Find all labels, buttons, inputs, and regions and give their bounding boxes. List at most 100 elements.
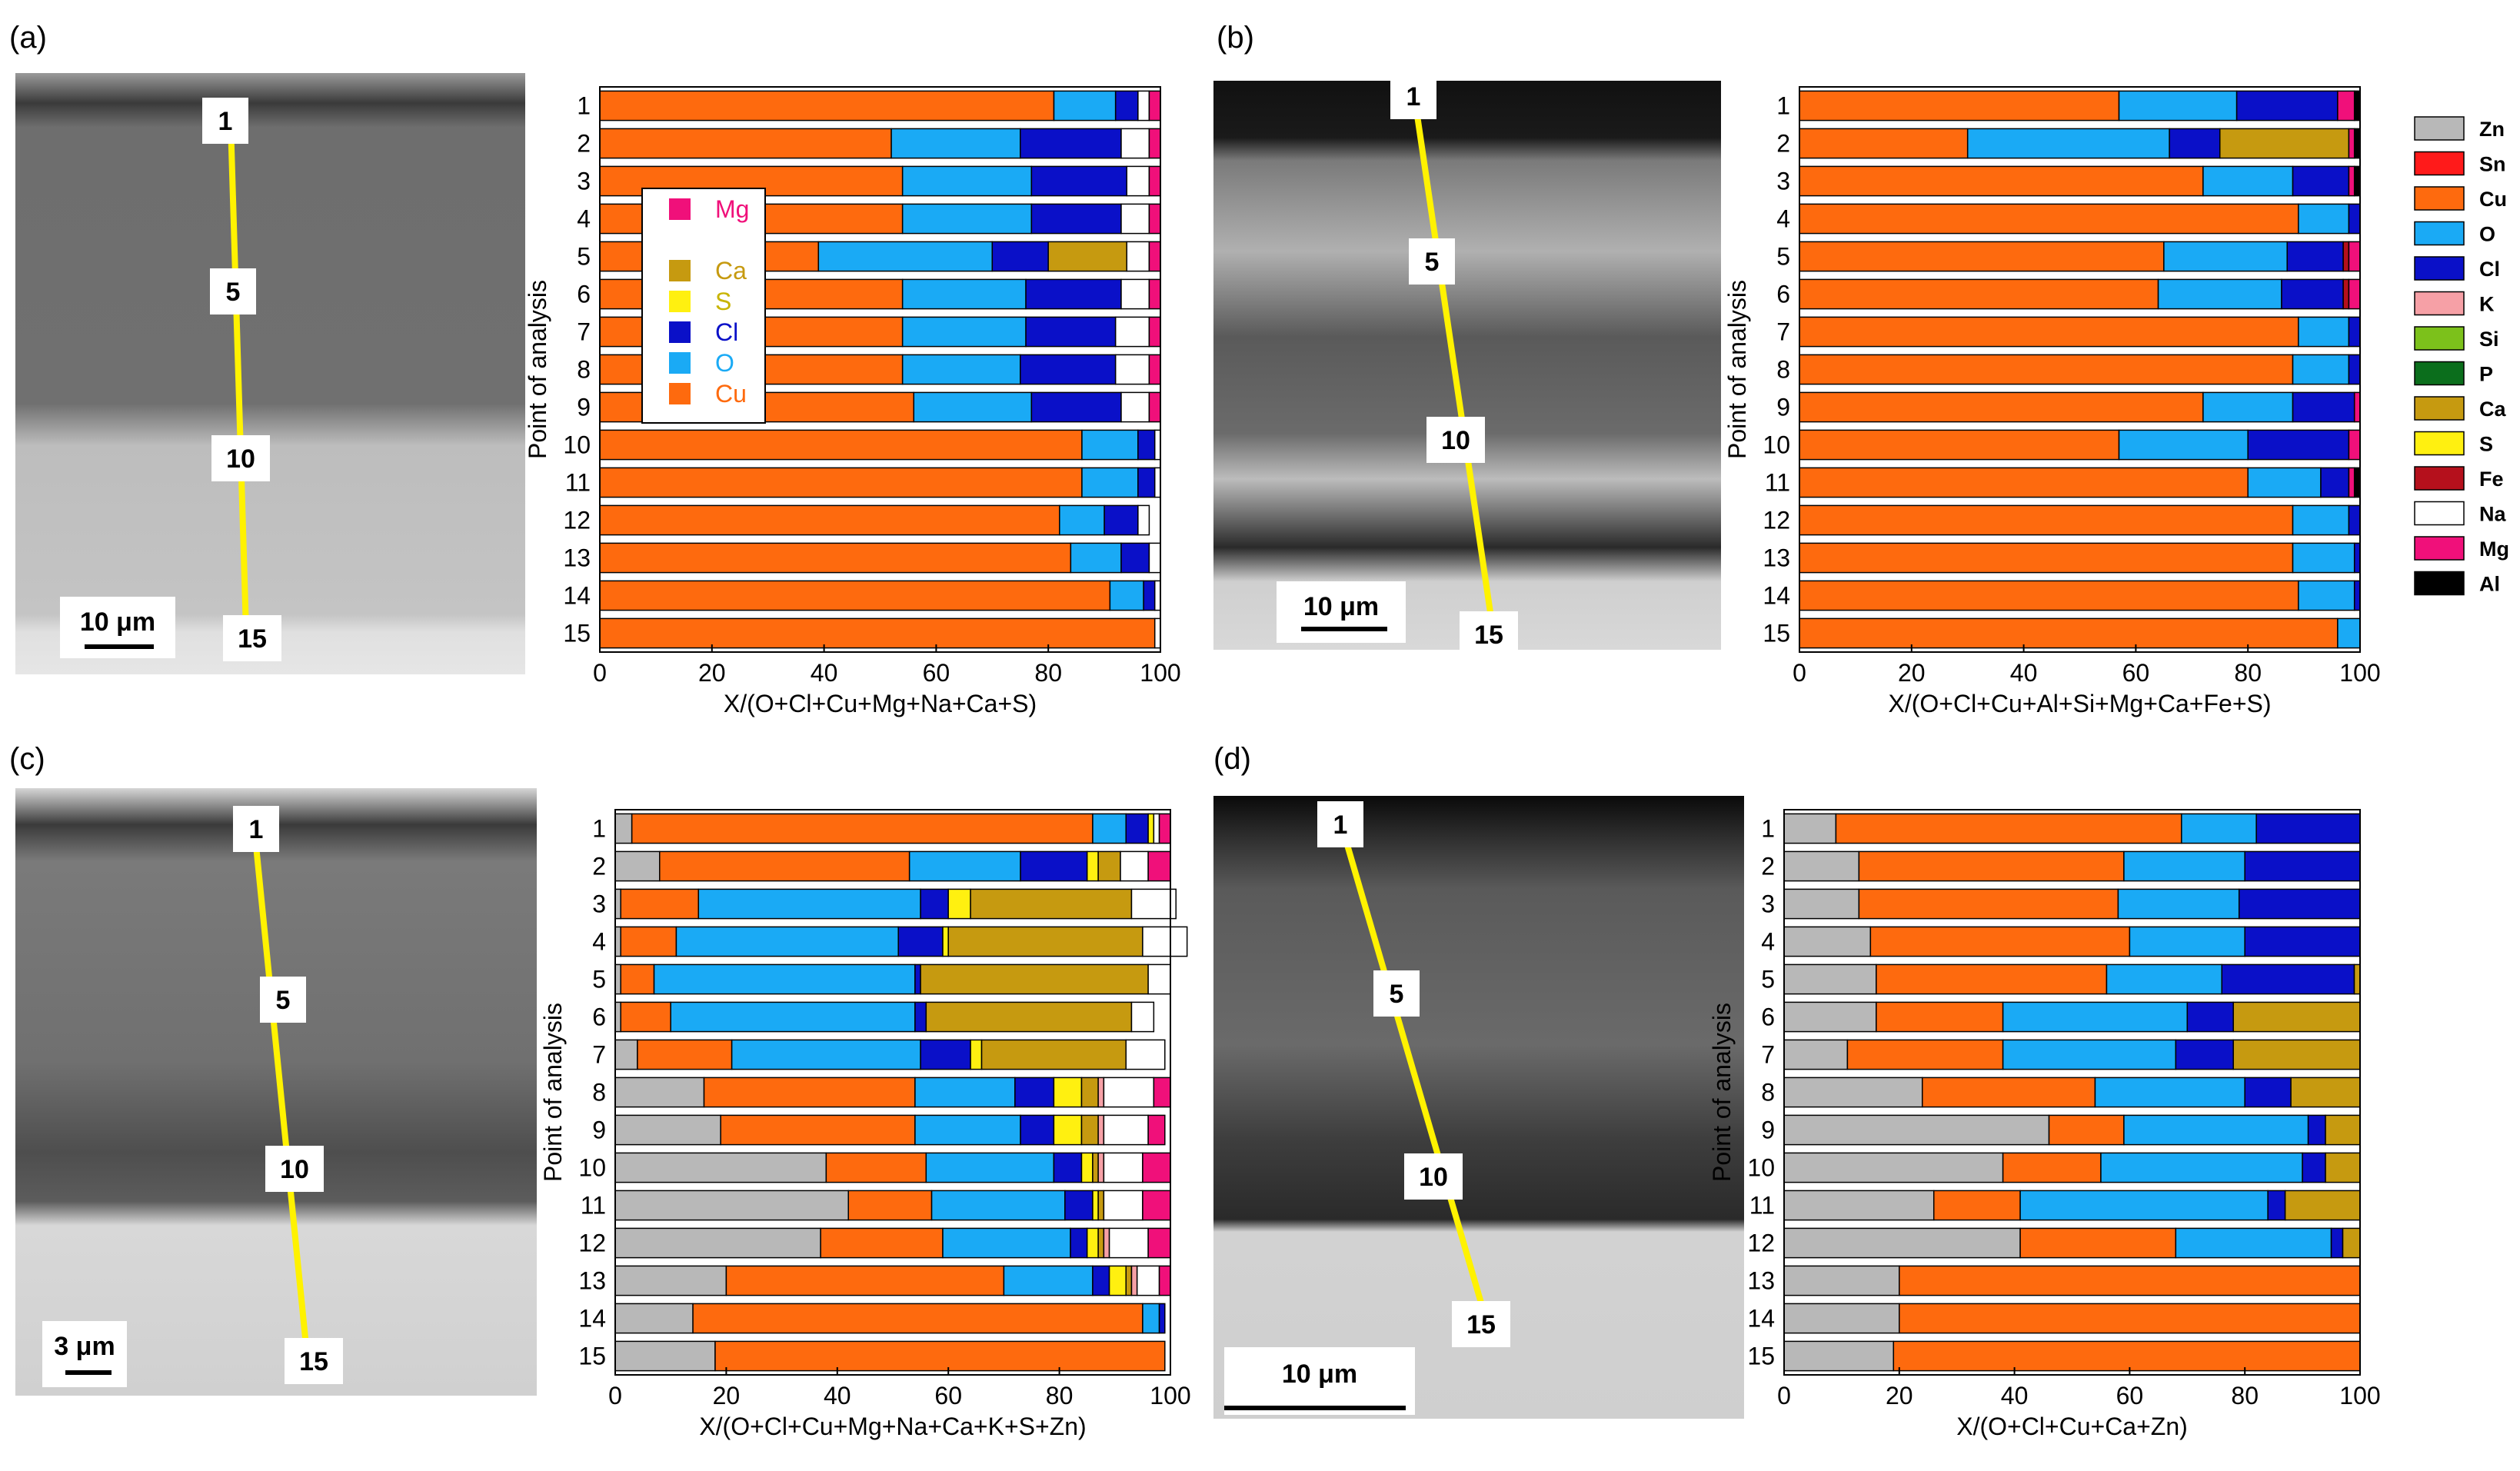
category-label: 8 — [1761, 1079, 1775, 1107]
bar-0-14-Cl — [1143, 580, 1156, 611]
category-label: 15 — [578, 1343, 606, 1370]
bar-2-12-S — [1086, 1227, 1099, 1259]
bar-0-11-Cl — [1137, 467, 1156, 498]
bar-0-6-Mg — [1148, 278, 1161, 310]
bar-2-15-Cu — [714, 1340, 1166, 1372]
bar-1-7-Cu — [1799, 316, 2299, 348]
category-label: 13 — [578, 1267, 606, 1295]
bar-1-1-Al — [2353, 90, 2361, 121]
point-label-a-10: 10 — [211, 435, 270, 481]
bar-3-10-Ca — [2325, 1152, 2361, 1183]
bar-2-9-Cl — [1020, 1114, 1055, 1146]
x-tick-label: 60 — [2116, 1382, 2144, 1409]
bar-3-6-Cu — [1876, 1001, 2004, 1033]
x-tick-label: 80 — [2234, 659, 2262, 687]
bar-3-2-Zn — [1783, 850, 1860, 882]
panel-c-micrograph: (c) 1 5 10 15 3 μm — [9, 742, 537, 1396]
bar-0-9-Cl — [1030, 391, 1122, 423]
point-label-c-5: 5 — [260, 977, 306, 1023]
bar-1-10-Mg — [2348, 429, 2361, 461]
category-label: 1 — [592, 815, 606, 843]
point-label-d-10: 10 — [1404, 1153, 1463, 1200]
bar-1-3-Al — [2353, 165, 2361, 197]
category-label: 14 — [578, 1305, 606, 1333]
inset-legend-swatch-Cl — [669, 321, 691, 343]
bar-2-2-Ca — [1097, 850, 1121, 882]
category-label: 5 — [1761, 966, 1775, 993]
plot-frame — [614, 809, 1171, 1376]
bar-3-14-Cu — [1899, 1303, 2361, 1334]
bar-2-5-Na — [1147, 963, 1171, 995]
category-label: 7 — [592, 1041, 606, 1069]
bar-2-3-Cu — [620, 888, 700, 920]
category-label: 8 — [577, 356, 591, 384]
bar-1-7-Cl — [2348, 316, 2361, 348]
category-label: 6 — [577, 281, 591, 308]
bar-0-2-Na — [1120, 128, 1150, 159]
x-axis-label: X/(O+Cl+Cu+Mg+Na+Ca+S) — [724, 690, 1037, 717]
bar-0-11-Na — [1153, 467, 1161, 498]
bar-3-6-Ca — [2232, 1001, 2361, 1033]
bar-0-3-Mg — [1148, 165, 1161, 197]
bar-2-5-Zn — [614, 963, 621, 995]
inset-legend-frame — [641, 188, 766, 424]
legend-label-Ca: Ca — [2479, 398, 2506, 421]
bar-0-6-O — [901, 278, 1027, 310]
bar-2-4-O — [675, 926, 899, 957]
bar-2-8-Zn — [614, 1077, 705, 1108]
bar-0-12-O — [1059, 504, 1105, 536]
x-tick-label: 60 — [923, 659, 950, 687]
panel-b-letter: (b) — [1217, 21, 1254, 55]
legend-swatch-Sn — [2414, 151, 2465, 176]
bar-2-8-K — [1097, 1077, 1105, 1108]
category-label: 13 — [563, 544, 591, 572]
bar-1-9-Cl — [2292, 391, 2355, 423]
bar-3-1-Cu — [1835, 813, 2182, 844]
x-tick-label: 20 — [698, 659, 726, 687]
bar-2-13-Na — [1136, 1265, 1160, 1296]
bar-0-13-Cu — [599, 542, 1072, 574]
bar-2-3-Ca — [970, 888, 1133, 920]
bar-2-15-Zn — [614, 1340, 716, 1372]
bar-2-7-Ca — [980, 1039, 1127, 1070]
bar-1-15-Cu — [1799, 617, 2339, 649]
panel-d-micrograph: (d) 1 5 10 15 10 μm — [1213, 742, 1744, 1419]
bar-1-15-O — [2337, 617, 2361, 649]
bar-2-7-Cl — [920, 1039, 971, 1070]
x-tick-label: 0 — [1793, 659, 1806, 687]
bar-2-2-Mg — [1147, 850, 1171, 882]
element-legend: Zn Sn Cu O Cl K Si P Ca S Fe Na Mg Al — [2414, 116, 2509, 596]
inset-legend-label: Mg — [715, 195, 749, 223]
x-axis-label: X/(O+Cl+Cu+Ca+Zn) — [1956, 1413, 2188, 1440]
point-label-c-10: 10 — [265, 1146, 324, 1192]
bar-1-2-Al — [2353, 128, 2361, 159]
bar-0-3-Na — [1126, 165, 1150, 197]
category-label: 1 — [577, 92, 591, 120]
bar-2-13-Cl — [1092, 1265, 1110, 1296]
sem-image-c — [15, 788, 537, 1396]
bar-0-5-O — [817, 241, 994, 272]
legend-label-Sn: Sn — [2479, 153, 2506, 176]
bar-2-2-Na — [1120, 850, 1149, 882]
bar-0-10-Cl — [1137, 429, 1156, 461]
svg-text:15: 15 — [238, 624, 267, 654]
bar-3-9-O — [2123, 1114, 2309, 1146]
point-label-b-15: 15 — [1460, 611, 1518, 657]
svg-text:10 μm: 10 μm — [1303, 592, 1379, 621]
bar-2-9-Ca — [1080, 1114, 1099, 1146]
bar-1-11-Cl — [2320, 467, 2350, 498]
bar-0-10-Cu — [599, 429, 1083, 461]
category-label: 11 — [1749, 1192, 1775, 1220]
category-label: 1 — [1761, 815, 1775, 843]
bar-1-5-Cl — [2286, 241, 2344, 272]
point-label-b-10: 10 — [1426, 417, 1485, 463]
category-label: 6 — [592, 1003, 606, 1031]
y-axis-label: Point of analysis — [1708, 1003, 1736, 1182]
bar-3-15-Cu — [1892, 1340, 2361, 1372]
bar-0-14-Cu — [599, 580, 1111, 611]
bar-1-6-Fe — [2342, 278, 2350, 310]
category-label: 6 — [1776, 281, 1790, 308]
bar-3-10-Zn — [1783, 1152, 2004, 1183]
legend-swatch-Cu — [2414, 186, 2465, 211]
